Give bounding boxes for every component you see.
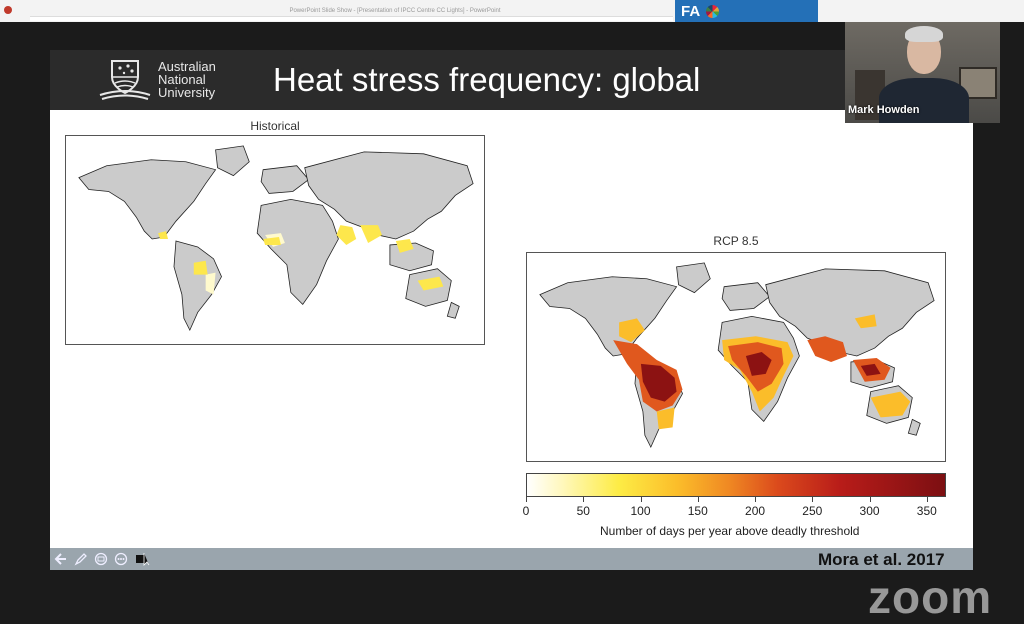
colorbar-tick-mark xyxy=(583,496,585,502)
colorbar-tick-mark xyxy=(812,496,814,502)
colorbar-tick-label: 350 xyxy=(916,504,937,518)
participant-name: Mark Howden xyxy=(848,104,920,116)
participant-video[interactable]: Mark Howden xyxy=(845,22,1000,123)
sdg-wheel-icon xyxy=(706,5,719,18)
speaker-hair xyxy=(905,26,943,42)
pen-icon[interactable] xyxy=(74,552,88,566)
slide: Australian National University Heat stre… xyxy=(50,50,991,623)
slideshow-control-bar xyxy=(50,548,973,570)
slide-title: Heat stress frequency: global xyxy=(273,61,701,98)
presentation-title-bar: PowerPoint Slide Show - [Presentation of… xyxy=(0,0,1024,22)
anu-crest-icon xyxy=(99,60,151,100)
progress-line xyxy=(30,16,673,21)
colorbar-tick-mark xyxy=(526,496,527,502)
pointer-icon[interactable] xyxy=(136,552,150,566)
colorbar-tick-label: 150 xyxy=(687,504,708,518)
speaker-body xyxy=(879,78,969,123)
colorbar-tick-label: 50 xyxy=(576,504,590,518)
fao-logo-text: FA xyxy=(681,3,701,20)
fao-logo-banner: FA xyxy=(675,0,818,22)
university-name: Australian National University xyxy=(158,59,216,100)
back-arrow-icon[interactable] xyxy=(54,552,68,566)
rcp85-map xyxy=(526,252,946,462)
colorbar-tick-mark xyxy=(697,496,699,502)
colorbar-tick-mark xyxy=(640,496,642,502)
colorbar-tick-label: 200 xyxy=(745,504,766,518)
window-title: PowerPoint Slide Show - [Presentation of… xyxy=(289,8,501,14)
slide-header: Australian National University Heat stre… xyxy=(50,50,973,110)
colorbar-tick-mark xyxy=(926,496,928,502)
colorbar-tick-label: 250 xyxy=(802,504,823,518)
rcp85-map-title: RCP 8.5 xyxy=(713,234,759,248)
colorbar xyxy=(526,473,946,497)
more-icon[interactable] xyxy=(114,552,128,566)
colorbar-tick-label: 300 xyxy=(859,504,880,518)
colorbar-tick-mark xyxy=(755,496,757,502)
historical-map-title: Historical xyxy=(250,119,300,133)
colorbar-tick-label: 0 xyxy=(522,504,530,518)
colorbar-label: Number of days per year above deadly thr… xyxy=(600,524,860,538)
slides-icon[interactable] xyxy=(94,552,108,566)
app-icon xyxy=(4,6,12,14)
colorbar-tick-label: 100 xyxy=(630,504,651,518)
zoom-watermark: zoom xyxy=(868,571,993,623)
colorbar-tick-mark xyxy=(869,496,871,502)
historical-map xyxy=(65,135,485,345)
citation: Mora et al. 2017 xyxy=(818,550,945,569)
